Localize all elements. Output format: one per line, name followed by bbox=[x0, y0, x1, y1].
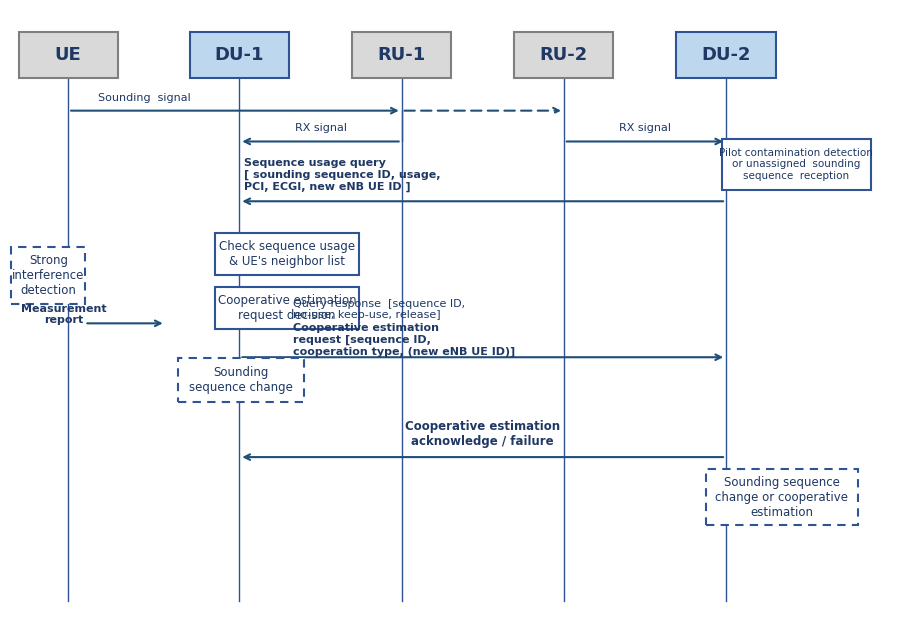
Text: Cooperative estimation
acknowledge / failure: Cooperative estimation acknowledge / fai… bbox=[405, 420, 560, 448]
Text: Strong
interference
detection: Strong interference detection bbox=[12, 254, 85, 297]
FancyBboxPatch shape bbox=[722, 139, 871, 190]
FancyBboxPatch shape bbox=[19, 32, 118, 78]
Text: DU-1: DU-1 bbox=[215, 46, 265, 64]
FancyBboxPatch shape bbox=[352, 32, 451, 78]
Text: Check sequence usage
& UE's neighbor list: Check sequence usage & UE's neighbor lis… bbox=[219, 239, 355, 267]
Text: DU-2: DU-2 bbox=[701, 46, 751, 64]
FancyBboxPatch shape bbox=[514, 32, 614, 78]
Text: Measurement
report: Measurement report bbox=[21, 304, 106, 325]
FancyBboxPatch shape bbox=[676, 32, 775, 78]
Text: Cooperative estimation
request [sequence ID,
cooperation type, (new eNB UE ID)]: Cooperative estimation request [sequence… bbox=[294, 323, 515, 357]
Text: Sequence usage query
[ sounding sequence ID, usage,
PCI, ECGI, new eNB UE ID ]: Sequence usage query [ sounding sequence… bbox=[244, 158, 441, 192]
FancyBboxPatch shape bbox=[215, 287, 359, 329]
FancyBboxPatch shape bbox=[178, 358, 305, 402]
Text: Pilot contamination detection
or unassigned  sounding
sequence  reception: Pilot contamination detection or unassig… bbox=[719, 147, 874, 181]
Text: RU-1: RU-1 bbox=[377, 46, 425, 64]
Text: Sounding  signal: Sounding signal bbox=[98, 93, 191, 103]
FancyBboxPatch shape bbox=[190, 32, 289, 78]
Text: Sounding sequence
change or cooperative
estimation: Sounding sequence change or cooperative … bbox=[715, 476, 848, 519]
Text: RX signal: RX signal bbox=[619, 123, 671, 134]
Text: Query response  [sequence ID,
no-use, keep-use, release]: Query response [sequence ID, no-use, kee… bbox=[294, 299, 465, 320]
FancyBboxPatch shape bbox=[215, 233, 359, 275]
Text: Cooperative estimation
request decision: Cooperative estimation request decision bbox=[218, 294, 356, 322]
Text: UE: UE bbox=[55, 46, 82, 64]
Text: RU-2: RU-2 bbox=[540, 46, 588, 64]
FancyBboxPatch shape bbox=[706, 470, 857, 525]
Text: RX signal: RX signal bbox=[295, 123, 346, 134]
Text: Sounding
sequence change: Sounding sequence change bbox=[189, 366, 294, 394]
FancyBboxPatch shape bbox=[12, 247, 85, 304]
